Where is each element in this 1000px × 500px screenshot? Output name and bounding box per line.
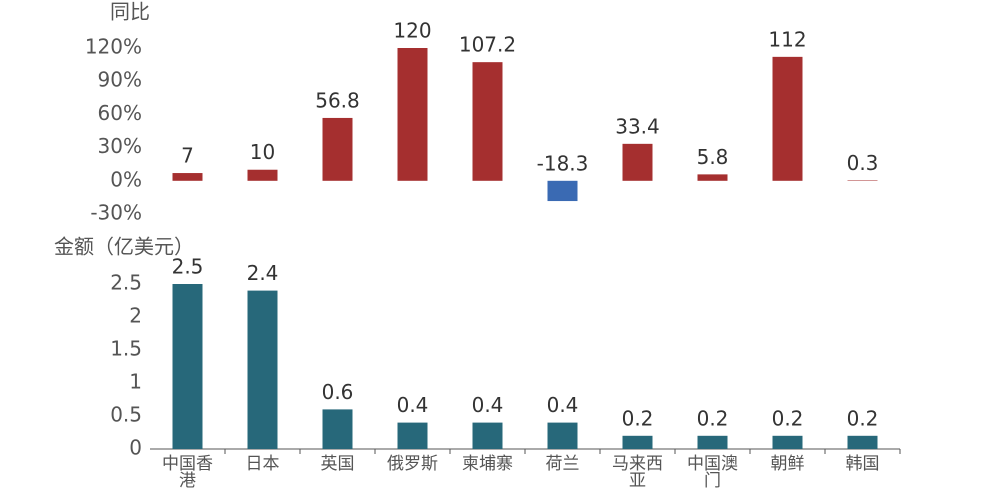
x-tick-label: 韩国 xyxy=(845,454,880,474)
y-tick-label: 1.5 xyxy=(110,337,142,361)
bar xyxy=(172,284,203,449)
value-label: 0.4 xyxy=(397,393,429,417)
bar xyxy=(322,409,353,449)
x-tick-label: 英国 xyxy=(320,454,355,474)
bar xyxy=(697,174,728,181)
y-tick-label: 1 xyxy=(129,370,142,394)
value-label: 10 xyxy=(250,140,275,164)
x-tick-label: 马来西亚 xyxy=(612,454,663,491)
value-label: 107.2 xyxy=(459,33,516,57)
x-tick-label: 荷兰 xyxy=(545,454,580,474)
value-label: 7 xyxy=(181,144,194,168)
x-tick-label: 中国香港 xyxy=(162,454,213,491)
y-tick-label: 0 xyxy=(129,436,142,460)
y-tick-label: 120% xyxy=(85,35,142,59)
y-tick-label: 2 xyxy=(129,304,142,328)
value-label: 0.4 xyxy=(547,393,579,417)
value-label: 0.2 xyxy=(697,406,729,430)
bar xyxy=(247,290,278,449)
bar xyxy=(622,143,653,181)
value-label: 112 xyxy=(768,27,806,51)
value-label: 0.4 xyxy=(472,393,504,417)
value-label: 0.2 xyxy=(772,406,804,430)
y-tick-label: 2.5 xyxy=(110,271,142,295)
value-label: 2.4 xyxy=(247,261,279,285)
value-label: 56.8 xyxy=(315,88,360,112)
y-tick-label: 0% xyxy=(110,167,142,191)
x-tick-label: 朝鲜 xyxy=(770,454,805,474)
value-label: 5.8 xyxy=(697,145,729,169)
bar xyxy=(472,422,503,449)
value-label: 2.5 xyxy=(172,255,204,279)
value-label: 0.3 xyxy=(847,151,879,175)
value-label: 120 xyxy=(393,19,431,43)
value-label: -18.3 xyxy=(537,151,589,175)
y-tick-label: 60% xyxy=(98,101,142,125)
value-label: 0.6 xyxy=(322,380,354,404)
bar xyxy=(772,56,803,181)
y-tick-label: 30% xyxy=(98,134,142,158)
y-tick-label: 0.5 xyxy=(110,403,142,427)
bar xyxy=(547,180,578,202)
bar xyxy=(472,62,503,181)
bar xyxy=(847,180,878,181)
value-label: 33.4 xyxy=(615,114,660,138)
bar xyxy=(622,435,653,449)
bar xyxy=(247,169,278,181)
value-label: 0.2 xyxy=(847,406,879,430)
chart-title: 金额（亿美元） xyxy=(54,235,194,259)
bar xyxy=(847,435,878,449)
bar xyxy=(322,117,353,181)
bar xyxy=(397,422,428,449)
y-tick-label: 90% xyxy=(98,68,142,92)
chart-title: 同比 xyxy=(110,0,150,24)
x-tick-label: 中国澳门 xyxy=(687,454,738,491)
bar xyxy=(772,435,803,449)
value-label: 0.2 xyxy=(622,406,654,430)
y-tick-label: -30% xyxy=(90,201,142,225)
x-tick-label: 柬埔寨 xyxy=(462,454,513,474)
bar xyxy=(397,48,428,181)
bar xyxy=(172,173,203,181)
bar xyxy=(547,422,578,449)
bar xyxy=(697,435,728,449)
x-tick-label: 俄罗斯 xyxy=(387,454,438,474)
x-tick-label: 日本 xyxy=(245,454,280,474)
